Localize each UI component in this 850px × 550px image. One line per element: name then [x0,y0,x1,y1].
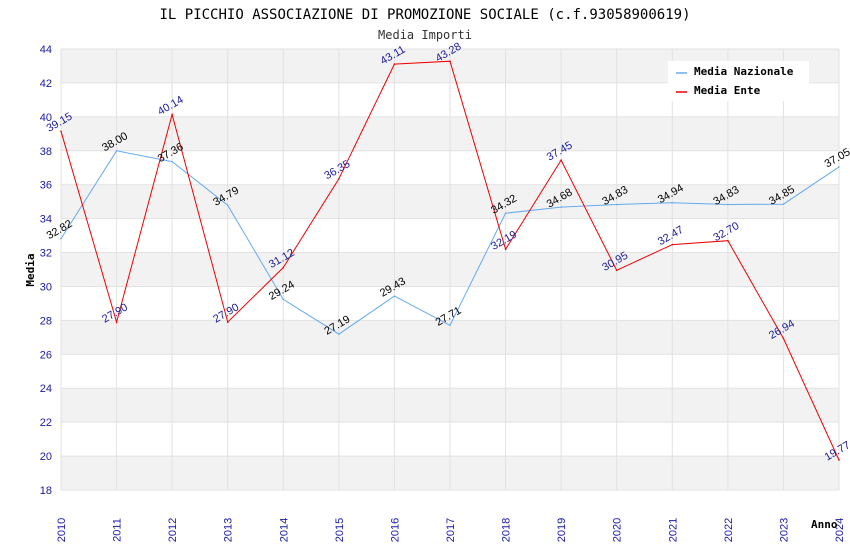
data-point [615,203,618,206]
series-lines [60,60,840,461]
y-axis-ticks: 18 20 22 24 26 28 30 32 34 36 38 40 42 44 [40,44,52,497]
data-point [226,204,229,207]
data-point [60,130,62,133]
x-tick-label: 2016 [389,518,401,542]
legend-label-media-nazionale: Media Nazionale [694,65,794,78]
data-point [393,63,396,65]
chart-subtitle: Media Importi [378,28,472,42]
y-tick-label: 22 [40,417,52,429]
y-tick-label: 26 [40,349,52,361]
data-point [282,298,285,301]
x-tick-label: 2014 [278,518,290,542]
data-point [226,321,229,323]
y-tick-label: 32 [40,248,52,260]
data-point [282,266,285,269]
gridlines [60,48,840,491]
y-tick-label: 30 [40,281,52,293]
data-point [671,201,674,204]
data-point [504,212,507,214]
y-tick-label: 20 [40,451,52,463]
data-point [171,160,173,163]
x-tick-label: 2018 [501,518,513,542]
x-tick-label: 2012 [167,518,179,542]
y-axis-label: Media [24,253,37,286]
data-label: 32.19 [489,229,519,253]
data-point [171,113,173,116]
x-tick-label: 2023 [778,518,790,542]
x-tick-label: 2010 [56,518,68,542]
data-point [449,324,451,327]
data-point [504,248,507,251]
data-point [782,337,785,340]
x-tick-label: 2024 [834,518,846,542]
y-tick-label: 38 [40,146,52,158]
y-tick-label: 40 [40,112,52,124]
x-tick-label: 2021 [667,518,679,542]
x-tick-label: 2020 [612,518,624,542]
x-tick-label: 2017 [445,518,457,542]
y-tick-label: 24 [40,383,52,395]
y-tick-label: 42 [40,78,52,90]
data-point [671,243,674,246]
data-point [838,459,840,461]
data-point [338,333,340,335]
legend-label-media-ente: Media Ente [694,84,761,97]
chart-title: IL PICCHIO ASSOCIAZIONE DI PROMOZIONE SO… [159,7,690,23]
data-label: 36.35 [322,158,352,182]
data-point [338,177,340,180]
data-point [393,295,396,297]
data-point [560,159,562,161]
data-point [727,239,729,242]
data-point [115,321,118,323]
x-tick-label: 2011 [112,518,124,542]
x-axis-ticks: 2010 2011 2012 2013 2014 2015 2016 2017 2018 2019… [56,518,846,542]
x-tick-label: 2019 [556,518,568,542]
data-point [615,269,618,272]
legend-box [668,61,809,101]
x-tick-label: 2013 [223,518,235,542]
x-tick-label: 2022 [723,518,735,542]
data-point [727,203,729,206]
x-axis-label: Anno [811,518,838,531]
x-tick-label: 2015 [334,518,346,542]
data-point [115,149,118,152]
data-point [449,60,451,63]
y-tick-label: 36 [40,180,52,192]
data-label: 40.14 [156,94,186,118]
data-point [782,203,785,205]
y-tick-label: 28 [40,315,52,327]
data-point [60,237,62,240]
legend: Media Nazionale Media Ente [668,61,809,101]
y-tick-label: 34 [40,214,52,226]
y-tick-label: 18 [40,485,52,497]
data-point [838,166,840,168]
data-point [560,206,562,208]
y-tick-label: 44 [40,44,52,56]
